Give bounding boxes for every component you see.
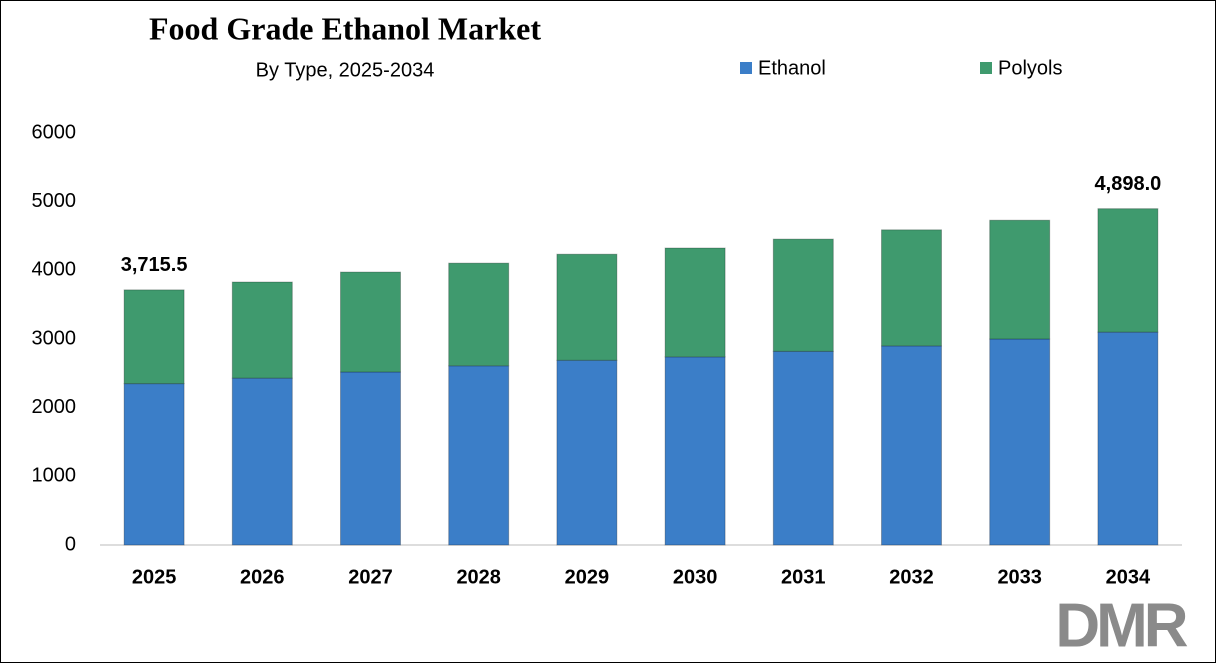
bar-segment: [664, 247, 726, 358]
chart-subtitle: By Type, 2025-2034: [256, 59, 435, 81]
bar-segment: [1097, 331, 1159, 546]
total-label: 3,715.5: [121, 254, 188, 276]
total-label: 4,898.0: [1095, 173, 1162, 195]
legend-swatch: [740, 62, 752, 74]
x-tick-label: 2025: [132, 566, 177, 588]
bar-segment: [123, 289, 185, 385]
bar-segment: [340, 271, 401, 373]
bar-segment: [448, 365, 510, 546]
legend-swatch: [980, 62, 992, 74]
y-tick-label: 2000: [32, 396, 77, 418]
x-tick-label: 2031: [781, 566, 826, 588]
chart-title: Food Grade Ethanol Market: [149, 10, 541, 46]
bar-segment: [881, 345, 942, 546]
x-tick-label: 2032: [889, 566, 934, 588]
bar-segment: [772, 238, 834, 352]
y-tick-label: 0: [65, 533, 76, 555]
bar-segment: [772, 350, 834, 546]
bar-segment: [556, 253, 618, 361]
x-tick-label: 2026: [240, 566, 285, 588]
y-tick-label: 1000: [32, 465, 77, 487]
bar-segment: [231, 281, 293, 379]
bar-segment: [1097, 208, 1159, 333]
x-tick-label: 2028: [456, 566, 501, 588]
x-tick-label: 2033: [997, 566, 1042, 588]
logo: DMR: [1055, 591, 1187, 660]
x-tick-label: 2034: [1106, 566, 1151, 588]
bar-segment: [340, 371, 401, 546]
bar-segment: [556, 359, 618, 546]
x-tick-label: 2030: [673, 566, 718, 588]
y-tick-label: 6000: [32, 121, 77, 143]
y-tick-label: 3000: [32, 327, 77, 349]
bar-segment: [989, 338, 1051, 546]
bar-segment: [123, 383, 185, 546]
legend-label: Ethanol: [758, 57, 826, 79]
bar-segment: [448, 262, 510, 367]
bar-segment: [231, 377, 293, 546]
bar-segment: [664, 356, 726, 546]
y-tick-label: 4000: [32, 259, 77, 281]
bar-segment: [989, 219, 1051, 340]
bar-segment: [881, 229, 942, 347]
x-tick-label: 2029: [565, 566, 610, 588]
legend-label: Polyols: [998, 57, 1062, 79]
x-tick-label: 2027: [348, 566, 393, 588]
y-tick-label: 5000: [32, 190, 77, 212]
